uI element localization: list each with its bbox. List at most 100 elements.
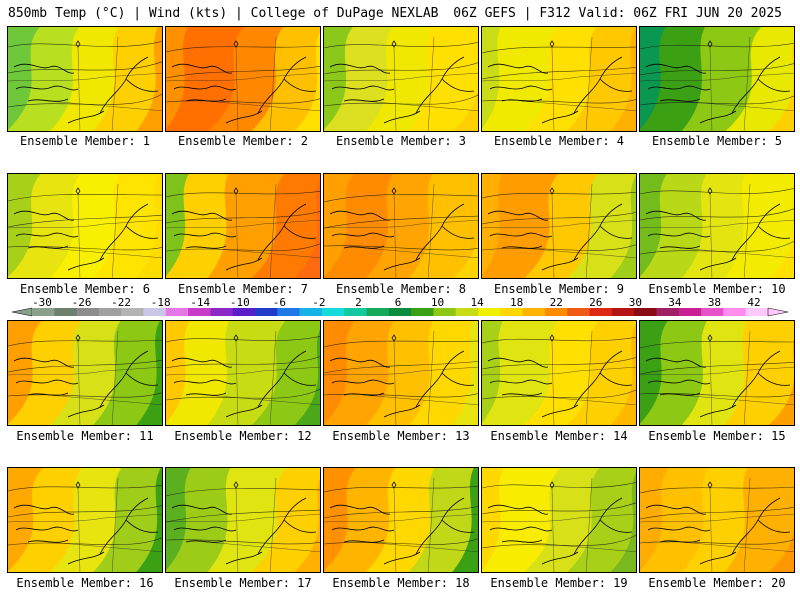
coastline-outline: [645, 350, 791, 418]
wind-streamlines: [640, 42, 794, 106]
colorbar-segment: [366, 308, 390, 316]
state-border-lines: [8, 36, 162, 131]
temperature-band: [482, 27, 501, 131]
ensemble-member-label: Ensemble Member: 6: [19, 282, 151, 296]
colorbar-tick-label: -14: [190, 296, 211, 309]
temperature-band: [640, 468, 669, 572]
ensemble-map-panel: [639, 173, 795, 279]
colorbar-segment: [165, 308, 189, 316]
colorbar-tick-label: -2: [312, 296, 326, 309]
colorbar-segment: [32, 308, 55, 316]
temperature-band: [640, 174, 667, 278]
colorbar-segment: [411, 308, 434, 316]
ensemble-member-label: Ensemble Member: 15: [648, 429, 786, 443]
temperature-band: [482, 468, 504, 572]
ensemble-member-label: Ensemble Member: 9: [493, 282, 625, 296]
colorbar-segment: [255, 308, 278, 316]
temperature-band: [482, 174, 502, 278]
wind-streamlines: [8, 41, 162, 108]
ensemble-map-panel: [165, 467, 321, 573]
coastline-outline: [13, 497, 159, 565]
colorbar-tick-label: 10: [430, 296, 445, 309]
station-marker-icon: [707, 40, 713, 48]
station-marker-icon: [549, 481, 555, 489]
station-marker-icon: [391, 40, 397, 48]
colorbar-segment: [121, 308, 145, 316]
ensemble-member-label: Ensemble Member: 1: [19, 134, 151, 148]
colorbar-segment: [232, 308, 256, 316]
colorbar-segment: [500, 308, 524, 316]
colorbar-tick-label: 26: [589, 296, 603, 309]
state-border-lines: [324, 330, 478, 425]
ensemble-map-panel: [639, 320, 795, 426]
coastline-outline: [329, 497, 475, 565]
ensemble-member-label: Ensemble Member: 7: [177, 282, 309, 296]
colorbar-segment: [567, 308, 591, 316]
ensemble-map-panel: [7, 173, 163, 279]
temperature-band: [8, 174, 41, 278]
colorbar-segment: [76, 308, 100, 316]
colorbar-tick-label: -6: [272, 296, 286, 309]
ensemble-member-label: Ensemble Member: 8: [335, 282, 467, 296]
colorbar-tick-label: 38: [707, 296, 722, 309]
wind-streamlines: [640, 340, 794, 398]
state-border-lines: [8, 183, 162, 278]
state-border-lines: [8, 330, 162, 425]
station-marker-icon: [391, 187, 397, 195]
colorbar-segment: [478, 308, 501, 316]
wind-streamlines: [482, 336, 636, 400]
colorbar-segment: [210, 308, 234, 316]
colorbar-segment: [143, 308, 167, 316]
ensemble-map-panel: [7, 26, 163, 132]
colorbar-segment: [522, 308, 546, 316]
colorbar-segment: [388, 308, 412, 316]
wind-streamlines: [640, 486, 794, 545]
wind-streamlines: [324, 42, 478, 107]
colorbar-segment: [723, 308, 747, 316]
coastline-outline: [645, 56, 791, 124]
model-run-info: 06Z GEFS | F312 Valid: 06Z FRI JUN 20 20…: [453, 6, 782, 21]
ensemble-map-panel: [7, 467, 163, 573]
station-marker-icon: [549, 187, 555, 195]
chart-title: 850mb Temp (°C) | Wind (kts) | College o…: [8, 6, 439, 21]
temperature-band: [166, 174, 189, 278]
coastline-outline: [487, 56, 633, 124]
coastline-outline: [13, 203, 159, 271]
colorbar-tick-label: 34: [668, 296, 682, 309]
colorbar-segment: [611, 308, 635, 316]
temperature-band: [482, 321, 503, 425]
coastline-outline: [329, 56, 475, 124]
station-marker-icon: [75, 334, 81, 342]
temperature-band: [8, 321, 42, 425]
wind-streamlines: [8, 193, 162, 251]
colorbar-segment: [701, 308, 724, 316]
station-marker-icon: [707, 187, 713, 195]
wind-streamlines: [482, 191, 636, 251]
colorbar-segment: [277, 308, 301, 316]
colorbar-segment: [98, 308, 122, 316]
ensemble-map-panel: [165, 26, 321, 132]
colorbar-tick-label: -30: [32, 296, 52, 309]
colorbar-tick-label: 30: [628, 296, 642, 309]
station-marker-icon: [75, 40, 81, 48]
colorbar-tick-label: 18: [510, 296, 524, 309]
state-border-lines: [640, 183, 794, 278]
state-border-lines: [8, 477, 162, 572]
temperature-band: [324, 321, 355, 425]
wind-streamlines: [166, 45, 320, 104]
ensemble-member-label: Ensemble Member: 4: [493, 134, 625, 148]
temperature-band: [324, 174, 354, 278]
colorbar-tick-label: 6: [394, 296, 402, 309]
temperature-band: [482, 27, 557, 131]
colorbar-segment: [54, 308, 78, 316]
station-marker-icon: [707, 481, 713, 489]
temperature-band: [166, 27, 244, 131]
wind-streamlines: [8, 339, 162, 398]
state-border-lines: [640, 330, 794, 425]
colorbar-segment: [634, 308, 657, 316]
colorbar-segment: [433, 308, 457, 316]
temperature-band: [482, 468, 560, 572]
ensemble-map-panel: [639, 467, 795, 573]
ensemble-member-label: Ensemble Member: 18: [332, 576, 470, 590]
wind-streamlines: [8, 484, 162, 546]
